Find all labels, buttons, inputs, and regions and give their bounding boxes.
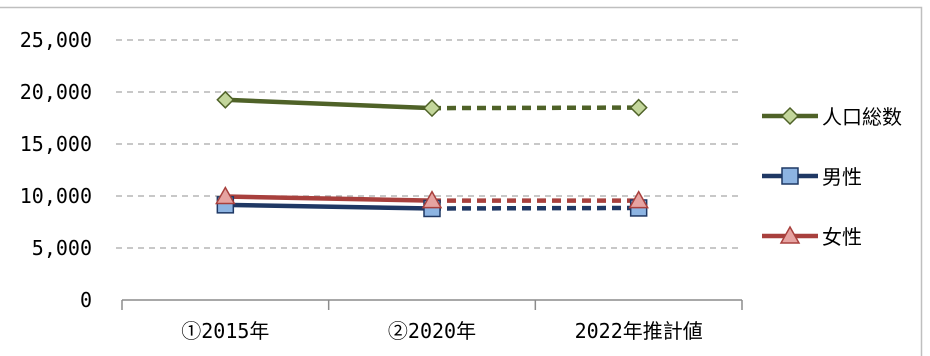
series-line-segment xyxy=(431,205,639,211)
x-tick-label: ②2020年 xyxy=(388,319,476,343)
data-point-diamond xyxy=(422,99,442,118)
series-lines xyxy=(223,97,639,211)
chart-frame xyxy=(0,6,923,356)
legend-item: 人口総数 xyxy=(762,105,902,129)
legend-marker-square xyxy=(781,167,799,185)
series-line-segment xyxy=(223,194,435,203)
legend-marker-diamond xyxy=(780,106,800,126)
y-tick-label: 0 xyxy=(80,288,92,312)
series-markers xyxy=(215,90,649,218)
y-axis-tick-labels: 0 5,000 10,000 15,000 20,000 25,000 xyxy=(20,28,92,312)
legend-marker-triangle xyxy=(779,225,801,244)
data-point-triangle xyxy=(628,190,649,209)
y-tick-label: 5,000 xyxy=(32,236,92,260)
series-line-segment xyxy=(431,105,639,111)
legend-item: 女性 xyxy=(762,225,862,249)
x-tick-label: ①2015年 xyxy=(181,319,269,343)
legend-label: 人口総数 xyxy=(822,105,902,129)
y-tick-label: 20,000 xyxy=(20,80,92,104)
data-point-triangle xyxy=(215,185,236,205)
series-line-segment xyxy=(223,97,435,111)
data-point-triangle xyxy=(421,190,443,209)
data-point-diamond xyxy=(629,98,648,117)
x-axis-tick-labels: ①2015年 ②2020年 2022年推計値 xyxy=(181,319,703,343)
axes xyxy=(121,299,743,310)
y-tick-label: 15,000 xyxy=(20,132,92,156)
x-tick-label: 2022年推計値 xyxy=(575,319,703,343)
legend-label: 女性 xyxy=(822,225,862,249)
data-point-diamond xyxy=(216,90,235,109)
series-line-segment xyxy=(223,202,435,211)
y-tick-label: 10,000 xyxy=(20,184,92,208)
legend-item: 男性 xyxy=(762,165,862,189)
y-tick-label: 25,000 xyxy=(20,28,92,52)
legend-label: 男性 xyxy=(822,165,862,189)
